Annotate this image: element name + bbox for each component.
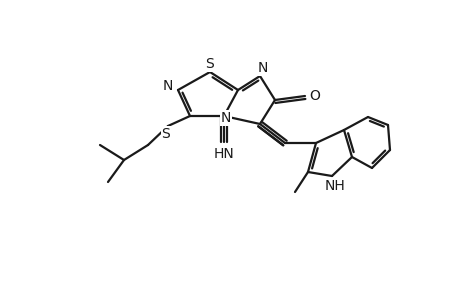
Text: HN: HN bbox=[213, 147, 234, 161]
Text: S: S bbox=[161, 127, 170, 141]
Text: NH: NH bbox=[324, 179, 345, 193]
Text: N: N bbox=[162, 79, 173, 93]
Text: N: N bbox=[220, 111, 231, 125]
Text: S: S bbox=[205, 57, 214, 71]
Text: N: N bbox=[257, 61, 268, 75]
Text: O: O bbox=[309, 89, 320, 103]
